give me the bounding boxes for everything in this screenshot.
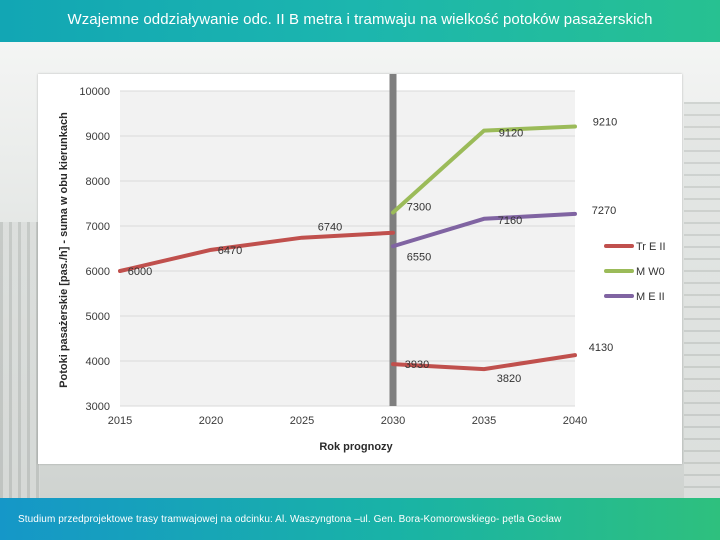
chart-panel: 10000 9000 8000 7000 6000 5000 4000 3000 2015 20… [38,74,682,464]
y-tick-label: 4000 [86,356,110,368]
footer-bar: Studium przedprojektowe trasy tramwajowe… [0,498,720,540]
x-tick-label: 2030 [381,415,405,427]
y-tick-label: 10000 [79,86,110,98]
data-label: 7160 [498,215,522,227]
y-axis-ticks: 10000 9000 8000 7000 6000 5000 4000 3000 [79,86,110,413]
header-bar: Wzajemne oddziaływanie odc. II B metra i… [0,0,720,42]
x-tick-label: 2040 [563,415,587,427]
legend-label: M E II [636,291,665,303]
y-tick-label: 7000 [86,221,110,233]
data-label: 6550 [407,251,431,263]
data-label: 9210 [593,117,617,129]
plot-area [120,91,575,406]
x-tick-label: 2035 [472,415,496,427]
y-tick-label: 9000 [86,131,110,143]
series-line [391,211,577,249]
x-tick-label: 2025 [290,415,314,427]
footer-text: Studium przedprojektowe trasy tramwajowe… [18,514,562,525]
series-line [391,124,577,215]
data-label: 3820 [497,373,521,385]
y-tick-label: 8000 [86,176,110,188]
data-label: 6470 [218,245,242,257]
slide-title: Wzajemne oddziaływanie odc. II B metra i… [67,11,653,28]
legend: Tr E II M W0 M E II [604,241,666,303]
data-label: 7270 [592,205,616,217]
y-axis-title: Potoki pasażerskie [pas./h] - suma w obu… [58,112,70,388]
data-labels: 6000 6470 6740 3930 3820 4130 7300 9120 9210 6550… [128,117,617,386]
data-label: 4130 [589,342,613,354]
y-tick-label: 3000 [86,401,110,413]
legend-label: Tr E II [636,241,666,253]
data-label: 9120 [499,128,523,140]
series-lines [118,124,577,372]
y-tick-label: 6000 [86,266,110,278]
data-label: 3930 [405,359,429,371]
x-tick-label: 2020 [199,415,223,427]
y-tick-label: 5000 [86,311,110,323]
x-tick-label: 2015 [108,415,132,427]
data-label: 6740 [318,222,342,234]
legend-label: M W0 [636,266,665,278]
x-axis-ticks: 2015 2020 2025 2030 2035 2040 [108,415,587,427]
gridlines [120,90,575,407]
x-axis-title: Rok prognozy [319,441,393,453]
series-line [118,230,395,273]
data-label: 7300 [407,202,431,214]
series-line [391,353,577,372]
data-label: 6000 [128,266,152,278]
